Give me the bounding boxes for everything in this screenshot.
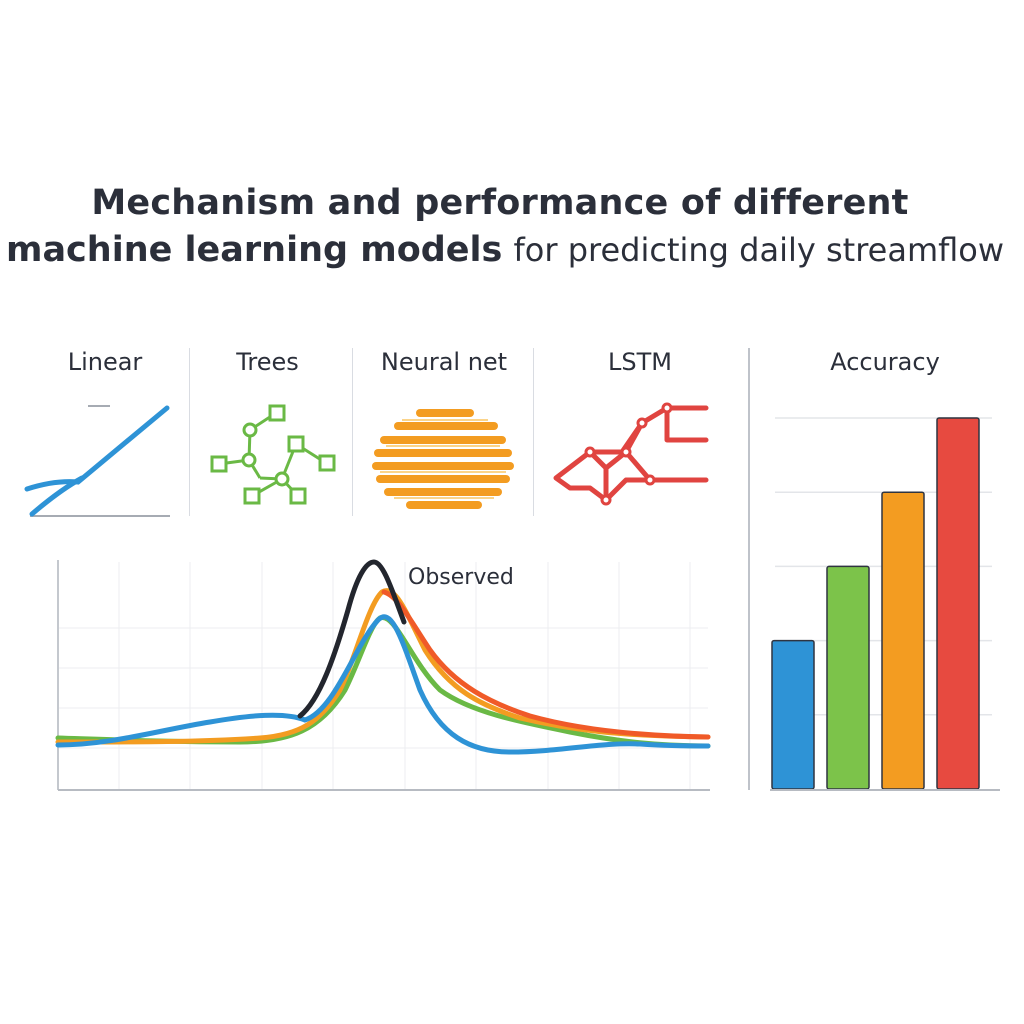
- model-label-neural-net: Neural net: [380, 348, 508, 376]
- title-line-2-bold: machine learning models: [5, 230, 503, 270]
- divider-3: [533, 348, 534, 516]
- title-line-1: Mechanism and performance of different: [91, 183, 909, 223]
- series-red: [381, 589, 711, 740]
- accuracy-bar: [771, 639, 815, 790]
- title-line-2: machine learning models for predicting d…: [0, 230, 1010, 270]
- series-observed: [297, 559, 407, 719]
- model-label-lstm: LSTM: [608, 348, 672, 376]
- divider-1: [189, 348, 190, 516]
- accuracy-bar: [936, 417, 980, 790]
- accuracy-bar: [881, 491, 925, 790]
- series-blue: [55, 614, 711, 755]
- model-label-linear: Linear: [67, 348, 143, 376]
- divider-accuracy: [748, 348, 750, 790]
- hydrograph-grid: [58, 562, 708, 790]
- accuracy-bar: [826, 565, 870, 790]
- model-label-trees: Trees: [236, 348, 299, 376]
- observed-annotation: Observed: [408, 565, 514, 590]
- accuracy-label: Accuracy: [830, 348, 940, 376]
- divider-2: [352, 348, 353, 516]
- title-line-2-regular: for predicting daily streamflow: [513, 231, 1005, 269]
